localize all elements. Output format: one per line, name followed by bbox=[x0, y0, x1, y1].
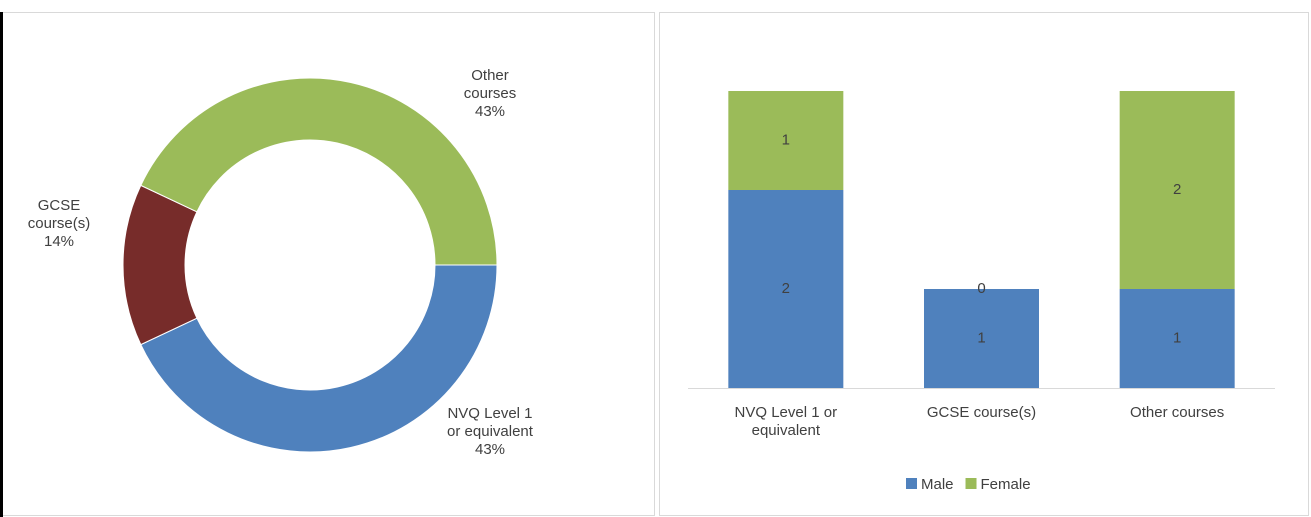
donut-slice bbox=[122, 184, 198, 346]
data-label: 2 bbox=[1173, 181, 1181, 198]
slice-value: 43% bbox=[474, 441, 506, 458]
slice-category: GCSE course(s) bbox=[27, 197, 91, 232]
x-tick-label: NVQ Level 1 or equivalent bbox=[734, 404, 838, 439]
slice-label: Other courses 43% bbox=[455, 67, 525, 121]
slice-label: GCSE course(s) 14% bbox=[14, 197, 104, 251]
legend-label: Male bbox=[921, 476, 954, 493]
x-tick-label: Other courses bbox=[1130, 404, 1225, 421]
legend-label: Female bbox=[981, 476, 1031, 493]
panel-edge bbox=[0, 12, 3, 517]
data-label: 1 bbox=[977, 329, 985, 346]
bar-segment bbox=[924, 289, 1039, 388]
slice-value: 43% bbox=[474, 103, 506, 120]
slice-category: NVQ Level 1 or equivalent bbox=[447, 405, 533, 440]
donut-slice bbox=[140, 77, 498, 266]
data-label: 1 bbox=[782, 131, 790, 148]
legend-swatch bbox=[965, 478, 977, 489]
bar-segment bbox=[1119, 91, 1235, 289]
panel-right bbox=[659, 12, 1309, 516]
donut-slice bbox=[140, 264, 498, 453]
data-label: 0 bbox=[977, 280, 985, 297]
legend-swatch bbox=[906, 478, 917, 489]
data-label: 1 bbox=[1173, 329, 1181, 346]
data-label: 2 bbox=[782, 280, 790, 297]
bar-segment bbox=[728, 91, 844, 190]
bar-segment bbox=[728, 190, 844, 388]
x-tick-label: GCSE course(s) bbox=[926, 404, 1037, 421]
slice-category: Other courses bbox=[463, 67, 517, 102]
bar-segment bbox=[1119, 289, 1235, 388]
slice-label: NVQ Level 1 or equivalent 43% bbox=[445, 405, 535, 459]
slice-value: 14% bbox=[43, 233, 75, 250]
